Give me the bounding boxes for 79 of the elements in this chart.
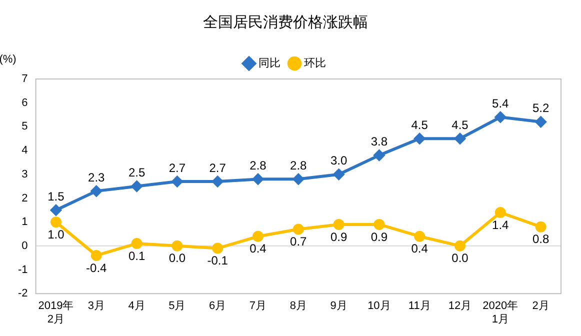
y-tick-label: 2 (22, 192, 28, 204)
data-label: 2.8 (290, 158, 308, 172)
data-label: 1.4 (492, 218, 510, 232)
point (292, 224, 304, 235)
point (252, 174, 264, 185)
point (374, 218, 385, 230)
point (454, 240, 466, 252)
point (374, 150, 385, 161)
x-tick-label: 3月 (88, 300, 105, 312)
y-tick-label: 6 (22, 96, 28, 109)
data-label: 3.8 (370, 134, 388, 149)
chart-title: 全国居民消费价格涨跌幅 (203, 14, 368, 32)
point (50, 216, 62, 228)
y-axis-title: (%) (0, 54, 16, 66)
x-tick-label: 2019年 2月 (38, 300, 74, 326)
point (131, 238, 142, 250)
point (494, 207, 506, 218)
x-tick-label: 4月 (128, 300, 146, 312)
data-label: 0.7 (290, 234, 308, 249)
point (90, 186, 102, 197)
data-label: 0.9 (330, 230, 348, 244)
x-tick-label: 9月 (330, 300, 348, 312)
y-tick-label: 0 (22, 240, 28, 252)
y-tick-label: -2 (18, 288, 28, 300)
data-label: 0.4 (411, 242, 428, 256)
data-label: 0.0 (452, 251, 469, 266)
point (414, 133, 426, 144)
y-tick-label: 5 (22, 120, 28, 133)
data-label: 2.5 (128, 166, 146, 180)
point (172, 240, 183, 252)
legend-label: 同比 (258, 56, 280, 70)
y-tick-label: -1 (18, 264, 28, 276)
point (212, 176, 224, 188)
x-tick-label: 7月 (249, 300, 267, 312)
point (50, 204, 62, 216)
point (333, 218, 344, 230)
x-tick-label: 2020年 1月 (482, 300, 518, 326)
x-tick-label: 10月 (368, 300, 391, 312)
data-label: -0.1 (207, 254, 228, 268)
point (131, 180, 142, 192)
x-tick-label: 6月 (209, 300, 226, 312)
data-label: 0.4 (250, 242, 267, 256)
data-label: 0.1 (128, 248, 146, 263)
data-label: 1.0 (48, 227, 65, 242)
data-label: 2.7 (168, 160, 186, 175)
point (333, 168, 344, 180)
data-label: 2.8 (250, 158, 267, 172)
point (172, 176, 183, 188)
point (292, 174, 304, 185)
data-label: 4.5 (452, 118, 469, 132)
point (535, 116, 546, 128)
point (90, 250, 102, 261)
data-label: 2.7 (209, 160, 226, 175)
x-tick-label: 11月 (408, 300, 431, 312)
data-label: 0.8 (532, 232, 550, 246)
y-tick-label: 3 (22, 168, 28, 180)
x-tick-label: 12月 (448, 300, 472, 312)
legend-label: 环比 (304, 56, 326, 70)
point (535, 221, 546, 232)
x-tick-label: 5月 (168, 300, 186, 312)
point (252, 230, 264, 242)
y-tick-label: 1 (22, 216, 28, 228)
data-label: -0.4 (86, 260, 108, 275)
x-tick-label: 8月 (290, 300, 307, 312)
data-label: 0.0 (168, 251, 186, 266)
point (212, 242, 224, 254)
data-label: 1.5 (48, 189, 65, 204)
data-label: 0.9 (370, 230, 388, 244)
data-label: 3.0 (330, 154, 348, 168)
data-label: 4.5 (411, 118, 428, 132)
point (414, 230, 426, 242)
point (454, 133, 466, 144)
data-label: 2.3 (88, 170, 106, 184)
y-tick-label: 7 (22, 73, 28, 86)
y-tick-label: 4 (22, 144, 28, 157)
data-label: 5.4 (492, 96, 510, 110)
point (494, 112, 506, 123)
x-tick-label: 2月 (532, 300, 550, 312)
data-label: 5.2 (532, 101, 550, 116)
